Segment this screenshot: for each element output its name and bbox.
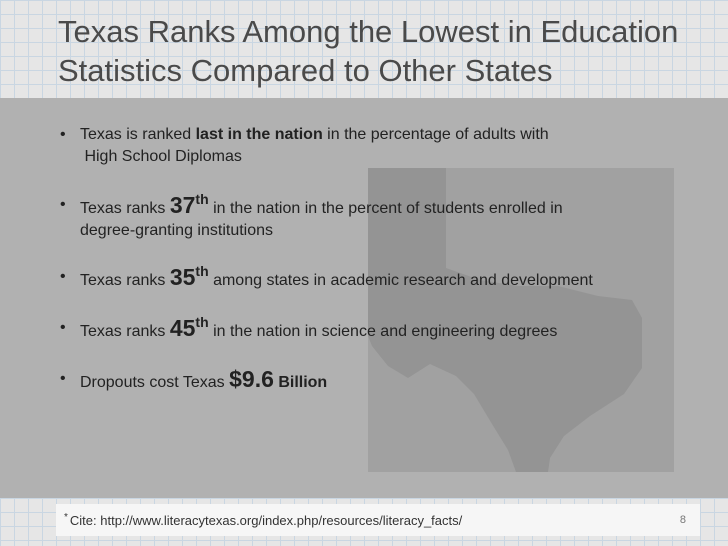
bullet-text: Texas ranks (80, 272, 170, 289)
rank-number: 45 (169, 315, 196, 341)
bullet-text: among states in academic research and de… (208, 272, 593, 289)
footer-box: * Cite: http://www.literacytexas.org/inde… (56, 504, 700, 536)
title-line-2: Statistics Compared to Other States (58, 53, 553, 88)
bullet-dot: • (60, 196, 66, 213)
bullet-text: Texas is ranked (80, 126, 196, 143)
bullet-science: • Texas ranks 45th in the nation in scie… (56, 314, 696, 343)
rank-number: 37 (169, 192, 196, 218)
bullet-text-continued: degree-granting institutions (80, 222, 274, 239)
footer-band: * Cite: http://www.literacytexas.org/inde… (0, 498, 728, 546)
texas-outline-icon (368, 168, 642, 472)
texas-map-background (368, 168, 674, 472)
citation-text: Cite: http://www.literacytexas.org/index… (69, 513, 463, 528)
bullet-dot: • (60, 126, 66, 143)
bullet-emphasis: last in the nation (195, 126, 323, 143)
bullet-text: in the percentage of adults with (322, 126, 549, 143)
bullet-enrollment: • Texas ranks 37th in the nation in the … (56, 191, 696, 242)
bullet-text: in the nation in science and engineering… (208, 323, 558, 340)
bullet-text: Texas ranks (80, 323, 170, 340)
slide-title: Texas Ranks Among the Lowest in Educatio… (58, 12, 678, 90)
bullet-dot: • (60, 370, 66, 387)
amount-unit: Billion (273, 374, 328, 391)
bullet-list: • Texas is ranked last in the nation in … (56, 124, 696, 394)
citation-marker: * (64, 512, 68, 523)
rank-number: 35 (169, 264, 196, 290)
bullet-text: in the nation in the percent of students… (208, 200, 563, 217)
rank-suffix: th (195, 314, 209, 330)
dollar-amount: $9.6 (229, 366, 274, 392)
rank-suffix: th (195, 191, 209, 207)
bullet-dot: • (60, 319, 66, 336)
bullet-dot: • (60, 268, 66, 285)
title-line-1: Texas Ranks Among the Lowest in Educatio… (58, 14, 679, 49)
bullet-text: Dropouts cost Texas (80, 374, 230, 391)
citation: * Cite: http://www.literacytexas.org/inde… (64, 512, 462, 528)
bullet-high-school: • Texas is ranked last in the nation in … (56, 124, 696, 168)
title-band: Texas Ranks Among the Lowest in Educatio… (0, 0, 728, 98)
bullet-research: • Texas ranks 35th among states in acade… (56, 263, 696, 292)
bullet-text: Texas ranks (80, 200, 170, 217)
rank-suffix: th (195, 263, 209, 279)
bullet-text-continued: High School Diplomas (80, 148, 242, 165)
bullet-dropouts: • Dropouts cost Texas $9.6 Billion (56, 368, 696, 394)
page-number: 8 (679, 514, 686, 526)
